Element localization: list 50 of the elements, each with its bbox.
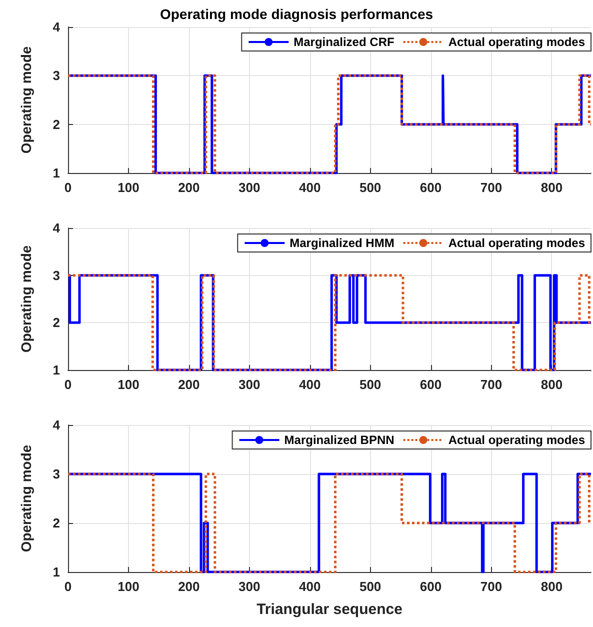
x-tick-label: 600 xyxy=(420,579,442,594)
y-tick-label: 1 xyxy=(52,362,60,378)
y-tick-label: 4 xyxy=(52,418,61,432)
x-tick-label: 100 xyxy=(118,377,140,392)
y-tick-label: 2 xyxy=(52,315,60,330)
chart-title: Operating mode diagnosis performances xyxy=(160,6,434,22)
x-tick-label: 200 xyxy=(178,377,200,392)
x-tick-label: 800 xyxy=(540,180,563,195)
y-tick-label: 3 xyxy=(52,466,60,482)
y-axis-title: Operating mode xyxy=(18,444,34,552)
x-tick-label: 400 xyxy=(299,180,321,195)
legend-label: Actual operating modes xyxy=(448,35,586,49)
x-tick-label: 500 xyxy=(359,377,382,392)
x-tick-label: 600 xyxy=(420,180,442,195)
x-tick-label: 200 xyxy=(178,579,200,594)
x-tick-label: 800 xyxy=(540,579,563,594)
x-tick-label: 300 xyxy=(238,579,260,594)
y-tick-label: 4 xyxy=(52,220,61,236)
x-tick-label: 0 xyxy=(64,180,72,195)
x-tick-label: 400 xyxy=(299,377,321,392)
x-tick-label: 0 xyxy=(64,377,72,392)
y-tick-label: 1 xyxy=(52,564,60,580)
x-tick-label: 0 xyxy=(64,579,72,594)
y-tick-label: 4 xyxy=(52,20,61,34)
y-axis-title: Operating mode xyxy=(18,46,34,154)
legend-label: Marginalized BPNN xyxy=(284,433,394,447)
legend-label: Actual operating modes xyxy=(448,236,586,250)
y-tick-label: 2 xyxy=(52,116,60,132)
x-tick-label: 100 xyxy=(118,579,140,594)
y-tick-label: 2 xyxy=(52,516,60,530)
x-tick-label: 300 xyxy=(238,180,260,195)
y-tick-label: 1 xyxy=(52,166,60,180)
x-tick-label: 700 xyxy=(480,377,502,392)
x-tick-label: 800 xyxy=(540,377,563,392)
x-tick-label: 700 xyxy=(480,579,502,594)
x-tick-label: 200 xyxy=(178,180,200,195)
y-tick-label: 3 xyxy=(52,268,60,283)
y-tick-label: 3 xyxy=(52,68,60,84)
x-tick-label: 600 xyxy=(420,377,442,392)
x-tick-label: 100 xyxy=(118,180,140,195)
legend-label: Marginalized CRF xyxy=(294,35,394,49)
x-axis-title: Triangular sequence xyxy=(256,601,402,618)
y-axis-title: Operating mode xyxy=(18,245,34,353)
x-tick-label: 500 xyxy=(359,579,382,594)
x-tick-label: 300 xyxy=(238,377,260,392)
x-tick-label: 700 xyxy=(480,180,502,195)
legend-label: Actual operating modes xyxy=(448,433,586,447)
legend-label: Marginalized HMM xyxy=(290,236,394,250)
x-tick-label: 400 xyxy=(299,579,321,594)
x-tick-label: 500 xyxy=(359,180,382,195)
